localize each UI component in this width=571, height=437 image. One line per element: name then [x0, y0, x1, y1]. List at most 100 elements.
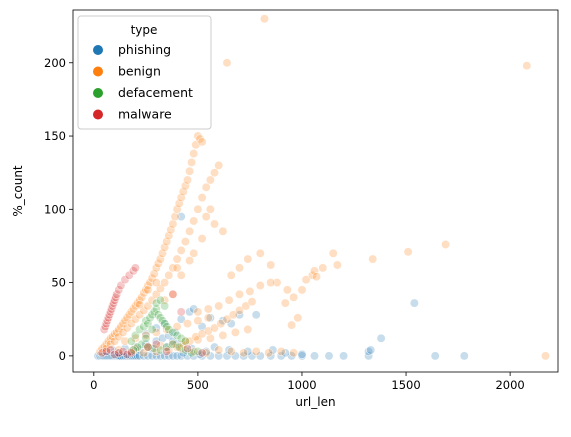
data-point-benign — [289, 348, 299, 358]
data-point-benign — [193, 204, 203, 214]
data-point-benign — [185, 226, 195, 236]
x-axis-label: url_len — [295, 395, 335, 409]
legend-label-benign: benign — [118, 64, 161, 79]
data-point-benign — [297, 285, 307, 295]
data-point-defacement — [147, 325, 157, 334]
data-point-benign — [172, 263, 182, 273]
data-point-benign — [226, 347, 236, 356]
y-tick-label: 100 — [44, 202, 66, 216]
data-point-benign — [197, 193, 207, 203]
x-tick-label: 1000 — [287, 378, 316, 392]
data-point-phishing — [176, 212, 186, 222]
data-point-benign — [197, 234, 207, 244]
data-point-malware — [114, 285, 124, 295]
data-point-phishing — [205, 313, 215, 323]
data-point-benign — [255, 248, 265, 258]
legend-label-phishing: phishing — [118, 42, 171, 57]
data-point-phishing — [176, 314, 186, 324]
data-point-benign — [143, 285, 153, 295]
data-point-benign — [441, 240, 451, 249]
data-point-malware — [126, 348, 136, 358]
data-point-benign — [218, 226, 228, 236]
data-point-benign — [403, 247, 413, 257]
data-point-benign — [282, 285, 292, 295]
data-point-benign — [210, 323, 219, 333]
data-point-benign — [185, 166, 195, 176]
legend-title: type — [131, 23, 158, 37]
data-point-benign — [193, 316, 203, 326]
data-point-benign — [266, 260, 276, 270]
data-point-benign — [203, 304, 213, 314]
data-point-benign — [266, 278, 276, 288]
x-tick-label: 2000 — [495, 378, 524, 392]
data-point-benign — [301, 275, 311, 285]
data-point-benign — [189, 216, 199, 226]
y-tick-label: 0 — [59, 349, 66, 363]
data-point-benign — [272, 278, 282, 288]
y-tick-label: 200 — [44, 56, 66, 70]
data-point-benign — [522, 61, 532, 71]
data-point-benign — [174, 199, 184, 208]
data-point-benign — [239, 348, 249, 358]
legend-label-malware: malware — [118, 107, 172, 122]
y-axis-label: %_count — [11, 165, 25, 217]
data-point-benign — [178, 187, 188, 197]
data-point-malware — [176, 307, 186, 317]
legend: type phishing benign defacement malware — [77, 15, 212, 130]
data-point-benign — [214, 345, 224, 355]
x-tick-label: 500 — [187, 378, 209, 392]
data-point-phishing — [310, 351, 319, 361]
data-point-malware — [112, 289, 122, 299]
data-point-benign — [260, 14, 269, 24]
data-point-malware — [197, 348, 207, 358]
axes-frame — [72, 9, 559, 373]
data-point-benign — [189, 248, 199, 258]
y-tick-label: 50 — [51, 276, 66, 290]
data-point-benign — [141, 330, 151, 340]
data-point-benign — [176, 193, 186, 203]
data-point-benign — [218, 330, 228, 340]
data-point-benign — [235, 305, 244, 315]
data-point-benign — [293, 313, 303, 323]
data-point-benign — [189, 149, 199, 159]
data-point-benign — [205, 333, 215, 343]
data-point-malware — [130, 263, 140, 273]
data-point-benign — [205, 175, 215, 185]
data-point-benign — [289, 292, 299, 302]
legend-box — [77, 15, 212, 130]
data-point-phishing — [376, 333, 386, 343]
data-point-benign — [187, 157, 197, 167]
data-point-benign — [318, 263, 328, 273]
data-point-benign — [230, 327, 240, 337]
data-point-benign — [368, 254, 378, 264]
data-point-benign — [160, 278, 170, 288]
data-point-benign — [176, 270, 186, 280]
data-point-benign — [276, 347, 286, 356]
data-point-benign — [312, 272, 321, 282]
data-point-benign — [158, 248, 167, 258]
data-point-benign — [287, 320, 297, 330]
data-point-defacement — [141, 333, 151, 343]
data-point-benign — [332, 260, 342, 270]
data-point-benign — [222, 314, 232, 324]
data-point-benign — [172, 204, 182, 214]
data-point-benign — [166, 225, 176, 235]
data-point-benign — [205, 204, 215, 214]
data-point-benign — [155, 254, 165, 264]
data-point-benign — [135, 300, 145, 310]
data-point-benign — [210, 168, 219, 178]
data-point-benign — [201, 182, 211, 192]
data-point-phishing — [339, 351, 349, 361]
data-point-benign — [216, 319, 226, 329]
data-point-defacement — [180, 336, 190, 346]
data-point-benign — [280, 298, 290, 308]
legend-marker-phishing — [93, 45, 103, 55]
data-point-benign — [145, 278, 155, 288]
data-point-benign — [168, 219, 178, 229]
data-point-benign — [183, 319, 192, 329]
data-point-benign — [170, 212, 180, 222]
data-point-benign — [224, 295, 234, 305]
x-tick-label: 1500 — [391, 378, 420, 392]
